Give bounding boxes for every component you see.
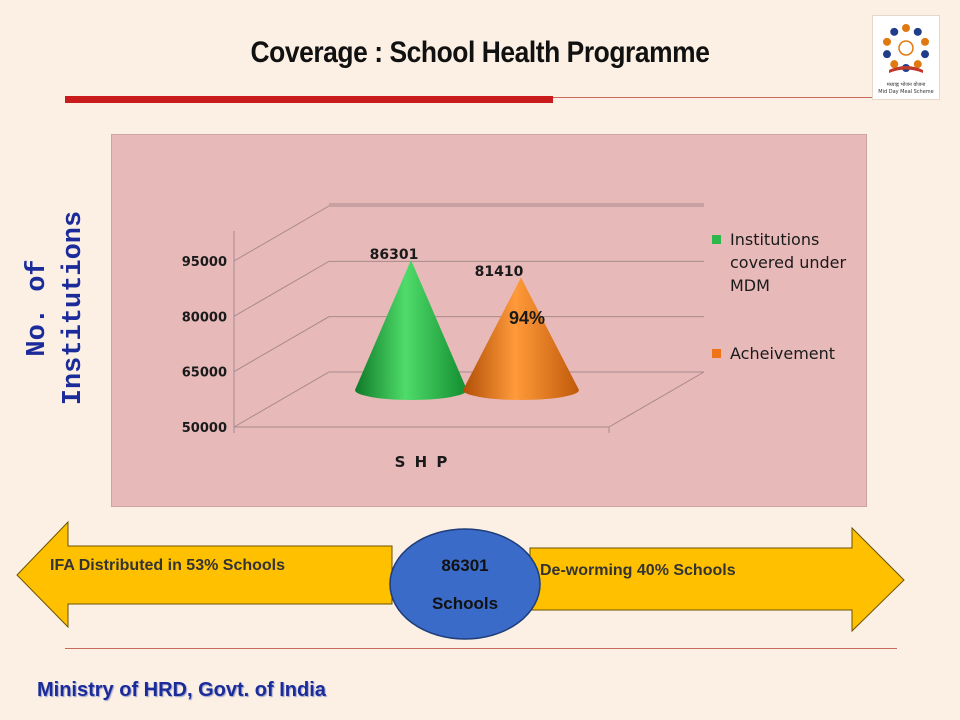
mdm-logo: मध्याह्न भोजन योजना Mid Day Meal Scheme — [872, 15, 940, 100]
logo-figure — [913, 60, 922, 69]
people-circle-book-logo-icon — [882, 24, 930, 73]
left-arrow — [16, 520, 393, 629]
chart-area: 95000 80000 65000 50000 S H P 86301 81410 94% … — [111, 134, 867, 507]
legend-label: Acheivement — [730, 344, 836, 363]
school-unit: Schools — [431, 594, 499, 613]
title-underline-line — [553, 97, 883, 98]
gridline — [233, 205, 704, 262]
logo-english-text: Mid Day Meal Scheme — [878, 89, 934, 95]
y-tick-label: 95000 — [182, 255, 227, 270]
floor-right-edge — [608, 371, 705, 428]
gridline — [233, 371, 704, 428]
legend-item-institutions: Institutions covered under MDM — [712, 228, 862, 297]
data-label: 86301 — [370, 247, 419, 263]
y-tick-label: 65000 — [182, 366, 227, 381]
school-count: 86301 — [441, 556, 489, 575]
data-label: 81410 — [475, 264, 524, 280]
x-category-label: S H P — [395, 453, 450, 471]
percent-annotation: 94% — [509, 308, 545, 328]
y-tick-label: 80000 — [182, 310, 227, 325]
logo-figure — [882, 50, 891, 59]
logo-figure — [890, 60, 899, 69]
logo-hindi-text: मध्याह्न भोजन योजना — [886, 82, 926, 88]
chart-legend: Institutions covered under MDM Acheiveme… — [712, 228, 862, 365]
legend-swatch-green — [712, 235, 721, 244]
center-circle — [389, 528, 541, 640]
legend-swatch-orange — [712, 349, 721, 358]
legend-item-acheivement: Acheivement — [712, 342, 862, 365]
cone-mark — [355, 260, 467, 400]
ifa-text: IFA Distributed in 53% Schools — [50, 557, 285, 574]
right-arrow — [529, 526, 905, 633]
footer-divider — [65, 648, 897, 649]
logo-figure — [890, 27, 899, 36]
title-underline-bar — [65, 96, 553, 103]
logo-figure — [882, 37, 891, 46]
cone-chart: 95000 80000 65000 50000 S H P 86301 81410 94% — [182, 203, 705, 471]
y-tick-label: 50000 — [182, 421, 227, 436]
gridline — [233, 316, 704, 373]
deworming-text: De-worming 40% Schools — [540, 562, 736, 579]
logo-figure — [921, 50, 930, 59]
legend-label: Institutions covered under MDM — [730, 230, 847, 295]
page-title: Coverage : School Health Programme — [250, 36, 710, 69]
footer-text: Ministry of HRD, Govt. of India — [37, 679, 326, 701]
logo-figure — [921, 37, 930, 46]
logo-figure — [913, 27, 922, 36]
logo-figure — [902, 24, 910, 32]
cone-mark — [463, 277, 579, 400]
gridline — [233, 260, 704, 317]
